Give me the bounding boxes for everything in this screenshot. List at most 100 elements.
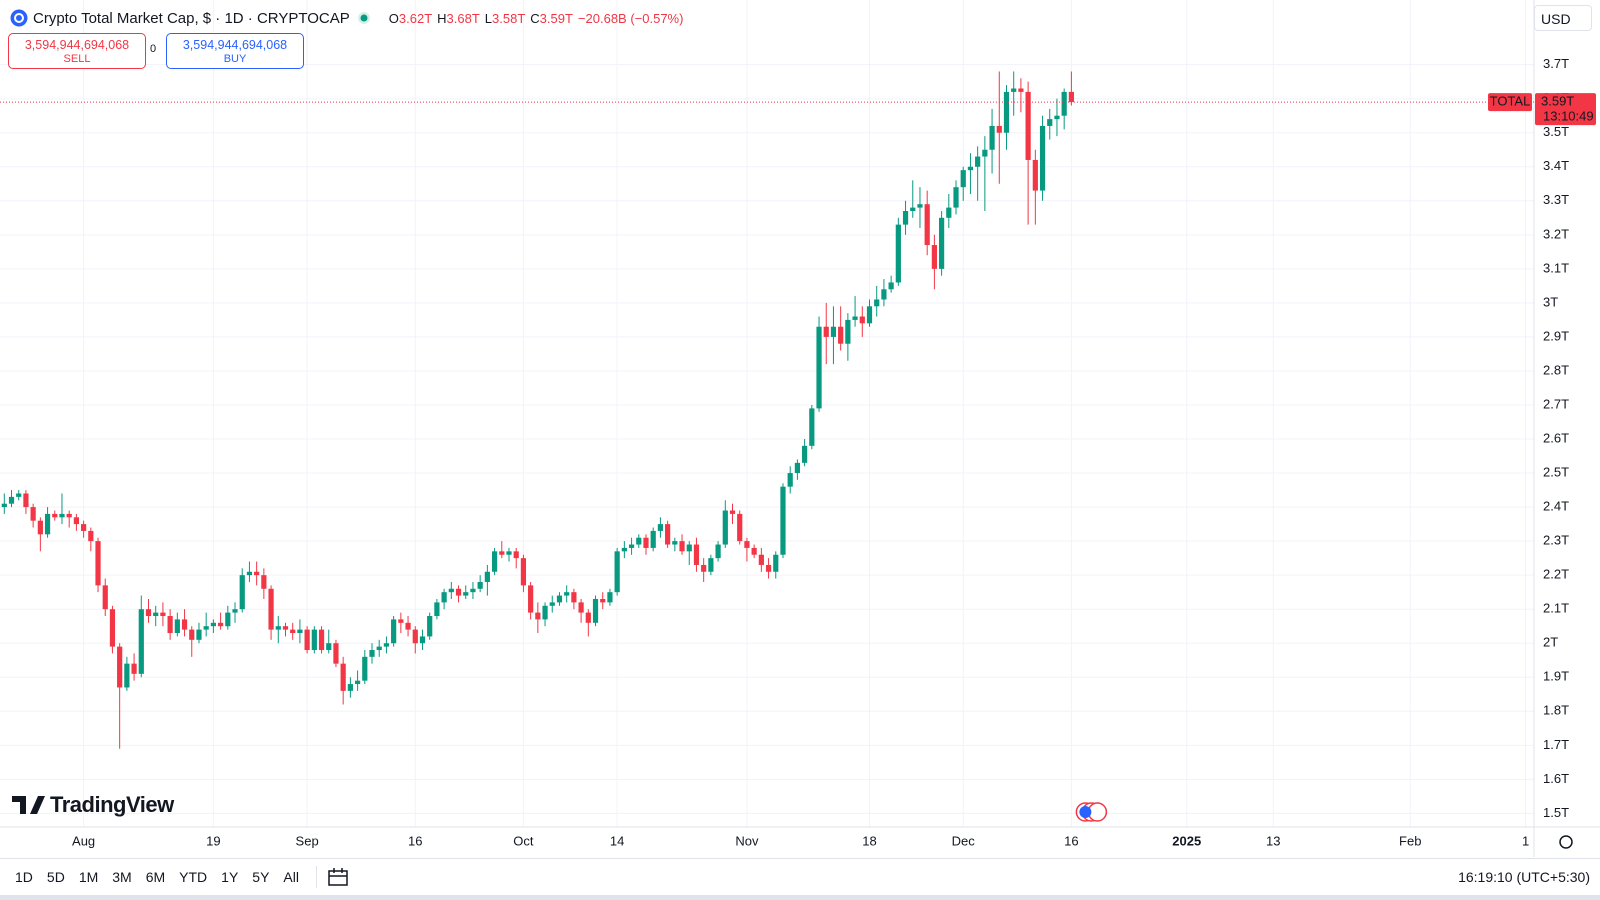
candle-body: [845, 319, 851, 344]
timeframe-button[interactable]: 1D: [15, 869, 33, 885]
candle-body: [794, 462, 800, 474]
buy-price: 3,594,944,694,068: [182, 38, 288, 52]
price-tag-value: 3.59T: [1541, 94, 1574, 109]
x-tick-label: Oct: [513, 833, 534, 848]
candle-body: [1032, 159, 1038, 191]
change: −20.68B (−0.57%): [577, 10, 684, 26]
settings-icon[interactable]: [1559, 835, 1573, 849]
timeframe-button[interactable]: 5D: [46, 869, 65, 885]
sell-label: SELL: [63, 53, 91, 65]
candle-body: [866, 306, 873, 324]
candle-body: [318, 629, 325, 651]
candle-body: [16, 493, 22, 497]
candle-body: [585, 612, 591, 623]
candle-body: [556, 595, 563, 603]
y-tick-label: 2.8T: [1543, 362, 1569, 377]
y-tick-label: 3.7T: [1543, 56, 1569, 71]
timeframe-button[interactable]: 1M: [78, 869, 99, 885]
y-tick-label: 1.7T: [1543, 737, 1569, 752]
timeframe-button[interactable]: 1Y: [221, 869, 239, 885]
y-tick-label: 3.5T: [1543, 124, 1569, 139]
candle-body: [744, 541, 750, 548]
candle-body: [145, 609, 152, 616]
candle-body: [686, 544, 692, 552]
candle-body: [268, 588, 274, 630]
candle-body: [1068, 91, 1074, 103]
x-tick-label: 18: [862, 833, 876, 848]
candle-body: [419, 636, 426, 644]
candle-body: [405, 622, 411, 630]
ohlc-values: O3.62T H3.68T L3.58T C3.59T −20.68B (−0.57%): [384, 11, 684, 26]
candle-body: [427, 615, 433, 637]
y-tick-label: 3.4T: [1543, 158, 1569, 173]
timeframe-button[interactable]: 6M: [145, 869, 166, 885]
candle-body: [737, 513, 743, 542]
timeframe-button[interactable]: YTD: [179, 869, 208, 885]
ohlc-value: 3.68T: [446, 10, 480, 26]
y-tick-label: 2.1T: [1543, 601, 1569, 616]
candle-body: [535, 612, 541, 620]
candle-body: [823, 326, 829, 337]
timeframe-button[interactable]: All: [283, 869, 299, 885]
x-tick-label: Sep: [296, 833, 319, 848]
candle-body: [881, 289, 887, 300]
clock[interactable]: 16:19:10 (UTC+5:30): [1458, 869, 1590, 885]
candle-body: [874, 299, 880, 307]
candle-body: [513, 551, 519, 559]
candle-body: [636, 537, 642, 545]
candle-body: [946, 207, 952, 218]
candle-body: [1054, 115, 1060, 120]
brand-name: TradingView: [50, 792, 174, 817]
candle-body: [131, 663, 137, 674]
candle-body: [643, 537, 649, 548]
candle-body: [657, 524, 664, 531]
candle-body: [362, 656, 368, 681]
timeframe-button[interactable]: 5Y: [252, 869, 270, 885]
y-tick-label: 2.3T: [1543, 533, 1569, 548]
candle-body: [398, 619, 404, 623]
ohlc-value: 3.59T: [539, 10, 573, 26]
candle-body: [600, 598, 606, 603]
candle-body: [210, 622, 216, 627]
candle-body: [614, 551, 620, 593]
candle-body: [484, 571, 490, 582]
candle-body: [470, 588, 476, 593]
candle-body: [499, 551, 505, 555]
candle-body: [838, 326, 844, 344]
ohlc-key: L: [484, 10, 493, 26]
candle-body: [304, 629, 310, 651]
candle-body: [773, 554, 779, 572]
sell-button[interactable]: 3,594,944,694,068 SELL: [8, 33, 146, 69]
candle-body: [975, 156, 981, 167]
candle-body: [780, 486, 786, 555]
candle-body: [1039, 125, 1046, 191]
y-tick-label: 2.5T: [1543, 464, 1569, 479]
candle-body: [275, 626, 281, 630]
sell-price: 3,594,944,694,068: [24, 38, 130, 52]
candle-body: [650, 530, 656, 548]
candle-body: [138, 609, 144, 674]
y-tick-label: 2.4T: [1543, 499, 1569, 514]
candle-body: [8, 496, 15, 504]
timeframe-button[interactable]: 3M: [112, 869, 132, 885]
candle-body: [917, 204, 923, 208]
candle-body: [95, 541, 101, 586]
ohlc-key: O: [388, 10, 399, 26]
x-tick-label: 16: [408, 833, 422, 848]
symbol-title[interactable]: Crypto Total Market Cap, $ · 1D · CRYPTO…: [33, 9, 350, 27]
date-range-icon[interactable]: [327, 867, 349, 887]
candle-body: [910, 207, 916, 212]
x-tick-label: Aug: [72, 833, 95, 848]
candle-body: [218, 622, 224, 627]
buy-button[interactable]: 3,594,944,694,068 BUY: [166, 33, 304, 69]
candle-body: [1061, 91, 1067, 116]
candle-body: [1003, 91, 1010, 133]
bottom-toolbar: 1D 5D 1M 3M 6M YTD 1Y 5Y All 16:19:10 (UTC+5:30): [0, 858, 1600, 895]
ohlc-value: 3.58T: [492, 10, 526, 26]
candle-body: [816, 326, 822, 409]
grid: [0, 0, 1534, 827]
candle-body: [924, 204, 930, 246]
candle-body: [232, 609, 238, 613]
candle-body: [564, 592, 570, 596]
currency-button[interactable]: USD: [1534, 5, 1592, 31]
